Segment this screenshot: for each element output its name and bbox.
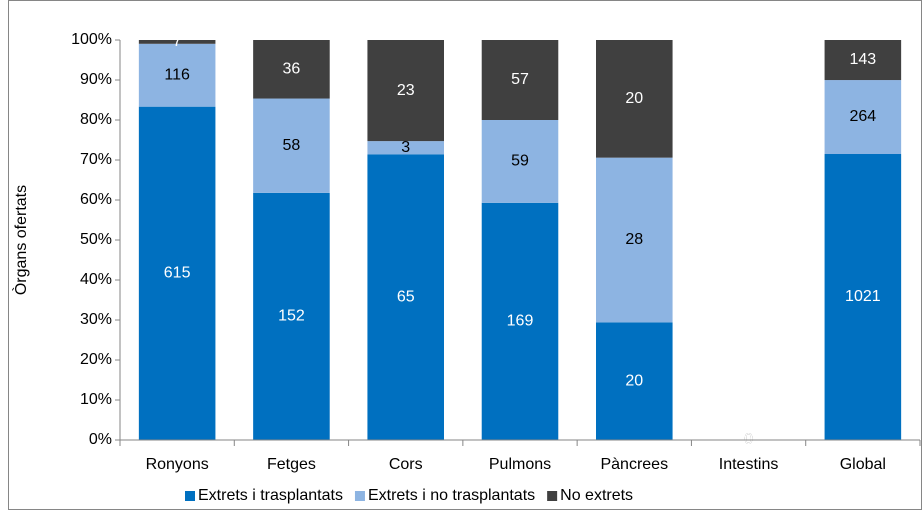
data-label: 152 — [278, 308, 305, 325]
y-tick-label: 20% — [80, 351, 112, 368]
y-tick-label: 90% — [80, 71, 112, 88]
bar-segment — [253, 98, 330, 193]
data-label: 3 — [401, 139, 410, 156]
data-label: 28 — [625, 231, 643, 248]
data-label: 23 — [397, 82, 415, 99]
data-label: 143 — [850, 51, 877, 68]
bar-segment — [824, 154, 902, 440]
legend-swatch — [354, 491, 365, 501]
bar-segment — [481, 40, 559, 120]
x-tick-label: Fetges — [267, 456, 316, 473]
y-tick-label: 50% — [80, 231, 112, 248]
x-tick-label: Intestins — [719, 456, 779, 473]
bar-segment — [596, 322, 673, 440]
y-tick-label: 70% — [80, 151, 112, 168]
data-label: 65 — [397, 288, 415, 305]
y-tick-label: 0% — [89, 431, 112, 448]
legend-swatch — [185, 491, 195, 501]
data-label: 58 — [283, 137, 301, 154]
bar-segment — [367, 40, 444, 142]
x-tick-label: Pulmons — [489, 456, 551, 473]
bar-segment — [367, 154, 444, 441]
x-tick-label: Cors — [389, 456, 423, 473]
legend-swatch — [547, 491, 558, 501]
data-label: 20 — [625, 90, 643, 107]
bar-segment — [138, 106, 216, 441]
data-label: 20 — [625, 372, 643, 389]
bar-segment — [367, 141, 444, 155]
x-tick-label: Global — [840, 456, 886, 473]
y-tick-label: 100% — [71, 31, 112, 48]
data-label: 615 — [164, 265, 191, 282]
data-label: 116 — [164, 66, 190, 83]
data-label: 59 — [511, 153, 529, 170]
bar-segment — [253, 40, 330, 99]
y-tick-label: 10% — [80, 391, 112, 408]
y-tick-label: 60% — [80, 191, 112, 208]
data-label: 264 — [850, 108, 877, 125]
bar-segment — [138, 43, 216, 107]
data-label: 7 — [173, 33, 182, 50]
bar-segment — [824, 80, 902, 155]
y-axis-label: Òrgans ofertats — [11, 185, 30, 295]
legend-label: No extrets — [560, 487, 633, 504]
data-label: 57 — [511, 71, 529, 88]
bar-segment — [253, 192, 330, 440]
x-tick-label: Ronyons — [146, 456, 209, 473]
legend-label: Extrets i trasplantats — [198, 487, 343, 504]
y-tick-label: 40% — [80, 271, 112, 288]
bar-segment — [596, 157, 673, 323]
bar-segment — [481, 202, 559, 440]
legend-label: Extrets i no trasplantats — [368, 487, 535, 504]
bar-segment — [481, 120, 559, 203]
data-label: 169 — [507, 313, 534, 330]
bar-segment — [596, 40, 673, 158]
bar-segment — [824, 40, 902, 81]
x-tick-label: Pàncrees — [600, 456, 668, 473]
data-label: 1021 — [845, 288, 881, 305]
bar-segment — [138, 40, 216, 44]
y-tick-label: 30% — [80, 311, 112, 328]
y-tick-label: 80% — [80, 111, 112, 128]
data-label: 36 — [283, 60, 301, 77]
